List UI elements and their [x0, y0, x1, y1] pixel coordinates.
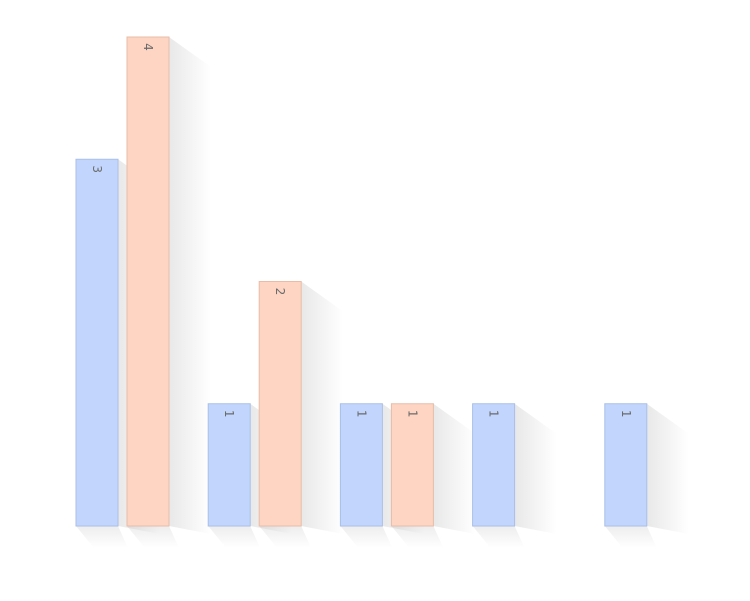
bar-shadow-s2-c3: [433, 403, 476, 534]
bar-floor-shadow-s2-c2: [259, 526, 312, 548]
bar-value-labels: 3 4 1 2 1 1 1 1: [90, 43, 633, 417]
bar-s1-c3: [339, 403, 383, 527]
bar-value-label-s1-c1: 3: [90, 165, 104, 173]
bar-value-label-s2-c1: 4: [141, 43, 155, 51]
bar-shadow-s2-c1: [169, 37, 211, 534]
bar-value-label-s1-c4: 1: [487, 410, 501, 418]
bar-value-label-s1-c2: 1: [222, 410, 236, 418]
bar-s1-c2: [207, 403, 251, 527]
bar-shadow-s1-c5: [646, 403, 689, 534]
bar-floor-shadow-s2-c1: [127, 526, 179, 548]
bar-shadow-s2-c2: [301, 281, 344, 534]
bar-shadow-s1-c4: [514, 403, 557, 534]
bar-s2-c1: [126, 36, 170, 527]
bar-s1-c4: [472, 403, 516, 527]
bar-s2-c3: [390, 403, 434, 527]
bar-value-label-s2-c2: 2: [273, 288, 287, 296]
bar-value-label-s1-c5: 1: [619, 410, 633, 418]
bar-value-label-s1-c3: 1: [354, 410, 368, 418]
bar-floor-shadow-s1-c1: [76, 526, 128, 548]
bar-s1-c1: [75, 158, 119, 527]
bar-s2-c2: [258, 281, 302, 527]
bar-floor-shadow-s1-c2: [208, 526, 261, 548]
bar-floor-shadow-s2-c3: [391, 526, 444, 548]
bar-s1-c5: [604, 403, 648, 527]
bar-floor-shadow-s1-c5: [604, 526, 657, 548]
bar-floor-shadow-s1-c3: [340, 526, 393, 548]
bar-floor-shadow-s1-c4: [472, 526, 525, 548]
bar-value-label-s2-c3: 1: [405, 410, 419, 418]
bars: [75, 36, 648, 527]
